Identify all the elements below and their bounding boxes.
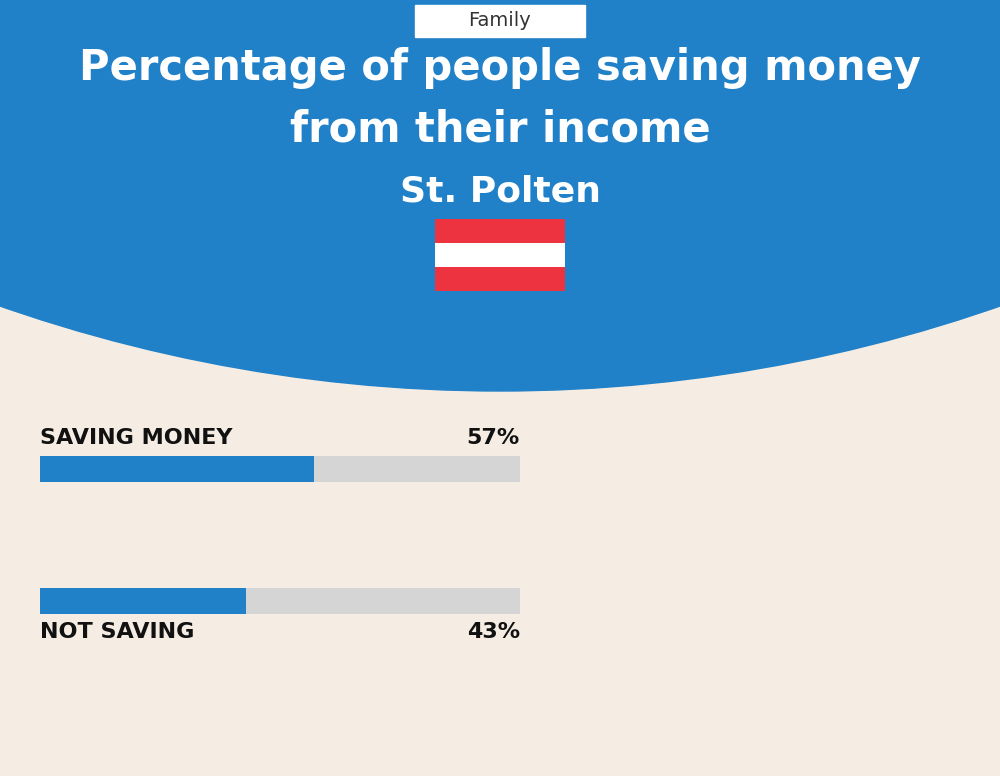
Text: SAVING MONEY: SAVING MONEY <box>40 428 232 448</box>
Bar <box>415 5 585 37</box>
Circle shape <box>0 0 1000 391</box>
Text: 57%: 57% <box>467 428 520 448</box>
Bar <box>40 588 520 614</box>
Bar <box>40 456 520 482</box>
Text: Percentage of people saving money: Percentage of people saving money <box>79 47 921 89</box>
Text: St. Polten: St. Polten <box>400 175 600 209</box>
Text: from their income: from their income <box>290 109 710 151</box>
Bar <box>435 243 565 267</box>
Text: Family: Family <box>469 12 531 30</box>
Text: 43%: 43% <box>467 622 520 642</box>
Bar <box>40 456 314 482</box>
Bar <box>435 267 565 291</box>
Bar <box>40 588 246 614</box>
Bar <box>435 219 565 243</box>
Text: NOT SAVING: NOT SAVING <box>40 622 194 642</box>
